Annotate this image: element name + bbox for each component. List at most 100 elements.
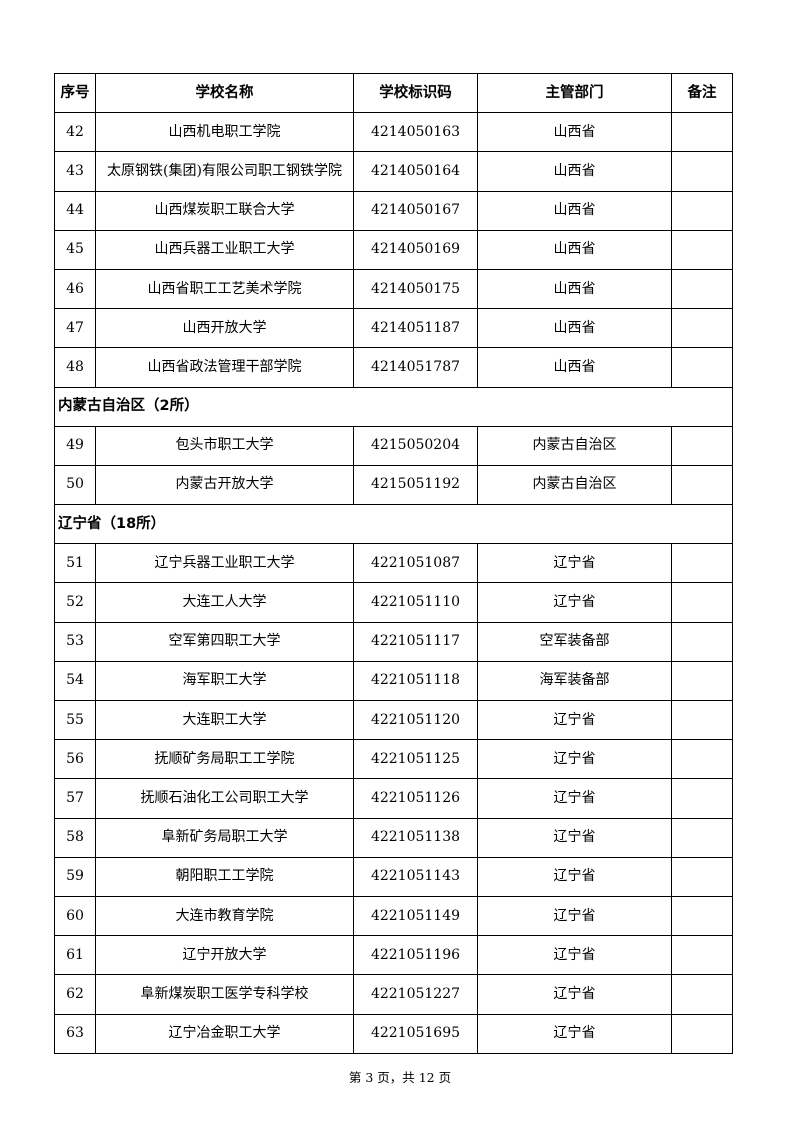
table-body: 42 山西机电职工学院 4214050163 山西省 43 太原钢铁(集团)有限公司职工钢… — [54, 112, 733, 1054]
cell-department: 辽宁省 — [477, 856, 672, 897]
cell-no: 63 — [54, 1013, 96, 1054]
cell-no: 55 — [54, 699, 96, 741]
cell-school-code: 4221051196 — [353, 935, 478, 976]
cell-school-name: 海军职工大学 — [95, 660, 354, 702]
cell-school-name: 山西开放大学 — [95, 308, 354, 349]
cell-department: 辽宁省 — [477, 895, 672, 937]
table-row: 51 辽宁兵器工业职工大学 4221051087 辽宁省 — [54, 543, 733, 584]
cell-note — [671, 621, 733, 662]
cell-school-name: 辽宁兵器工业职工大学 — [95, 543, 354, 584]
cell-no: 51 — [54, 543, 96, 584]
table-row: 47 山西开放大学 4214051187 山西省 — [54, 308, 733, 349]
cell-no: 56 — [54, 739, 96, 780]
cell-note — [671, 1013, 733, 1054]
cell-school-name: 山西机电职工学院 — [95, 112, 354, 153]
cell-no: 42 — [54, 112, 96, 153]
cell-no: 57 — [54, 778, 96, 819]
header-name: 学校名称 — [95, 72, 354, 114]
cell-no: 61 — [54, 935, 96, 976]
table-row: 45 山西兵器工业职工大学 4214050169 山西省 — [54, 229, 733, 270]
table-row: 56 抚顺矿务局职工工学院 4221051125 辽宁省 — [54, 739, 733, 780]
cell-school-name: 朝阳职工工学院 — [95, 856, 354, 897]
cell-school-code: 4221051110 — [353, 582, 478, 623]
cell-no: 52 — [54, 582, 96, 623]
cell-school-name: 空军第四职工大学 — [95, 621, 354, 662]
cell-note — [671, 778, 733, 819]
header-code: 学校标识码 — [353, 72, 478, 114]
table-row: 49 包头市职工大学 4215050204 内蒙古自治区 — [54, 425, 733, 466]
cell-school-name: 大连市教育学院 — [95, 895, 354, 937]
section-row: 内蒙古自治区（2所） — [54, 386, 733, 427]
cell-school-code: 4214051787 — [353, 347, 478, 388]
cell-school-name: 大连工人大学 — [95, 582, 354, 623]
table-row: 61 辽宁开放大学 4221051196 辽宁省 — [54, 935, 733, 976]
cell-department: 山西省 — [477, 268, 672, 310]
cell-department: 内蒙古自治区 — [477, 464, 672, 506]
cell-department: 空军装备部 — [477, 621, 672, 662]
cell-school-name: 太原钢铁(集团)有限公司职工钢铁学院 — [95, 151, 354, 192]
cell-note — [671, 582, 733, 623]
cell-department: 辽宁省 — [477, 974, 672, 1015]
cell-note — [671, 308, 733, 349]
cell-school-code: 4214050169 — [353, 229, 478, 270]
section-label: 辽宁省（18所） — [54, 504, 733, 545]
cell-school-name: 辽宁冶金职工大学 — [95, 1013, 354, 1054]
cell-school-name: 山西兵器工业职工大学 — [95, 229, 354, 270]
cell-no: 47 — [54, 308, 96, 349]
cell-school-code: 4214051187 — [353, 308, 478, 349]
table-row: 54 海军职工大学 4221051118 海军装备部 — [54, 660, 733, 702]
header-no: 序号 — [54, 72, 96, 114]
cell-department: 辽宁省 — [477, 778, 672, 819]
cell-department: 辽宁省 — [477, 935, 672, 976]
cell-note — [671, 817, 733, 858]
cell-department: 内蒙古自治区 — [477, 425, 672, 466]
cell-no: 45 — [54, 229, 96, 270]
table-row: 58 阜新矿务局职工大学 4221051138 辽宁省 — [54, 817, 733, 858]
cell-note — [671, 229, 733, 270]
cell-school-code: 4221051227 — [353, 974, 478, 1015]
cell-department: 山西省 — [477, 190, 672, 231]
cell-no: 60 — [54, 895, 96, 937]
cell-school-code: 4214050163 — [353, 112, 478, 153]
cell-note — [671, 543, 733, 584]
cell-school-code: 4221051695 — [353, 1013, 478, 1054]
cell-department: 山西省 — [477, 308, 672, 349]
cell-no: 48 — [54, 347, 96, 388]
cell-school-code: 4221051149 — [353, 895, 478, 937]
cell-department: 辽宁省 — [477, 817, 672, 858]
cell-note — [671, 464, 733, 506]
cell-school-name: 山西省政法管理干部学院 — [95, 347, 354, 388]
cell-note — [671, 425, 733, 466]
table-row: 59 朝阳职工工学院 4221051143 辽宁省 — [54, 856, 733, 897]
cell-department: 辽宁省 — [477, 1013, 672, 1054]
cell-school-name: 大连职工大学 — [95, 699, 354, 741]
cell-department: 山西省 — [477, 229, 672, 270]
section-row: 辽宁省（18所） — [54, 504, 733, 545]
cell-note — [671, 151, 733, 192]
cell-school-code: 4221051138 — [353, 817, 478, 858]
table-row: 46 山西省职工工艺美术学院 4214050175 山西省 — [54, 268, 733, 310]
cell-no: 62 — [54, 974, 96, 1015]
schools-table: 序号 学校名称 学校标识码 主管部门 备注 42 山西机电职工学院 42140501… — [54, 72, 733, 1054]
cell-school-name: 内蒙古开放大学 — [95, 464, 354, 506]
cell-school-code: 4214050167 — [353, 190, 478, 231]
cell-note — [671, 974, 733, 1015]
header-dept: 主管部门 — [477, 72, 672, 114]
cell-note — [671, 739, 733, 780]
cell-school-name: 山西煤炭职工联合大学 — [95, 190, 354, 231]
cell-school-code: 4221051126 — [353, 778, 478, 819]
table-row: 57 抚顺石油化工公司职工大学 4221051126 辽宁省 — [54, 778, 733, 819]
cell-no: 44 — [54, 190, 96, 231]
cell-no: 53 — [54, 621, 96, 662]
page-footer: 第 3 页，共 12 页 — [348, 1070, 452, 1085]
cell-school-name: 包头市职工大学 — [95, 425, 354, 466]
cell-school-code: 4221051087 — [353, 543, 478, 584]
table-row: 44 山西煤炭职工联合大学 4214050167 山西省 — [54, 190, 733, 231]
cell-school-code: 4221051143 — [353, 856, 478, 897]
section-label: 内蒙古自治区（2所） — [54, 386, 733, 427]
cell-note — [671, 660, 733, 702]
cell-school-code: 4214050164 — [353, 151, 478, 192]
table-row: 48 山西省政法管理干部学院 4214051787 山西省 — [54, 347, 733, 388]
cell-school-name: 抚顺矿务局职工工学院 — [95, 739, 354, 780]
cell-no: 58 — [54, 817, 96, 858]
